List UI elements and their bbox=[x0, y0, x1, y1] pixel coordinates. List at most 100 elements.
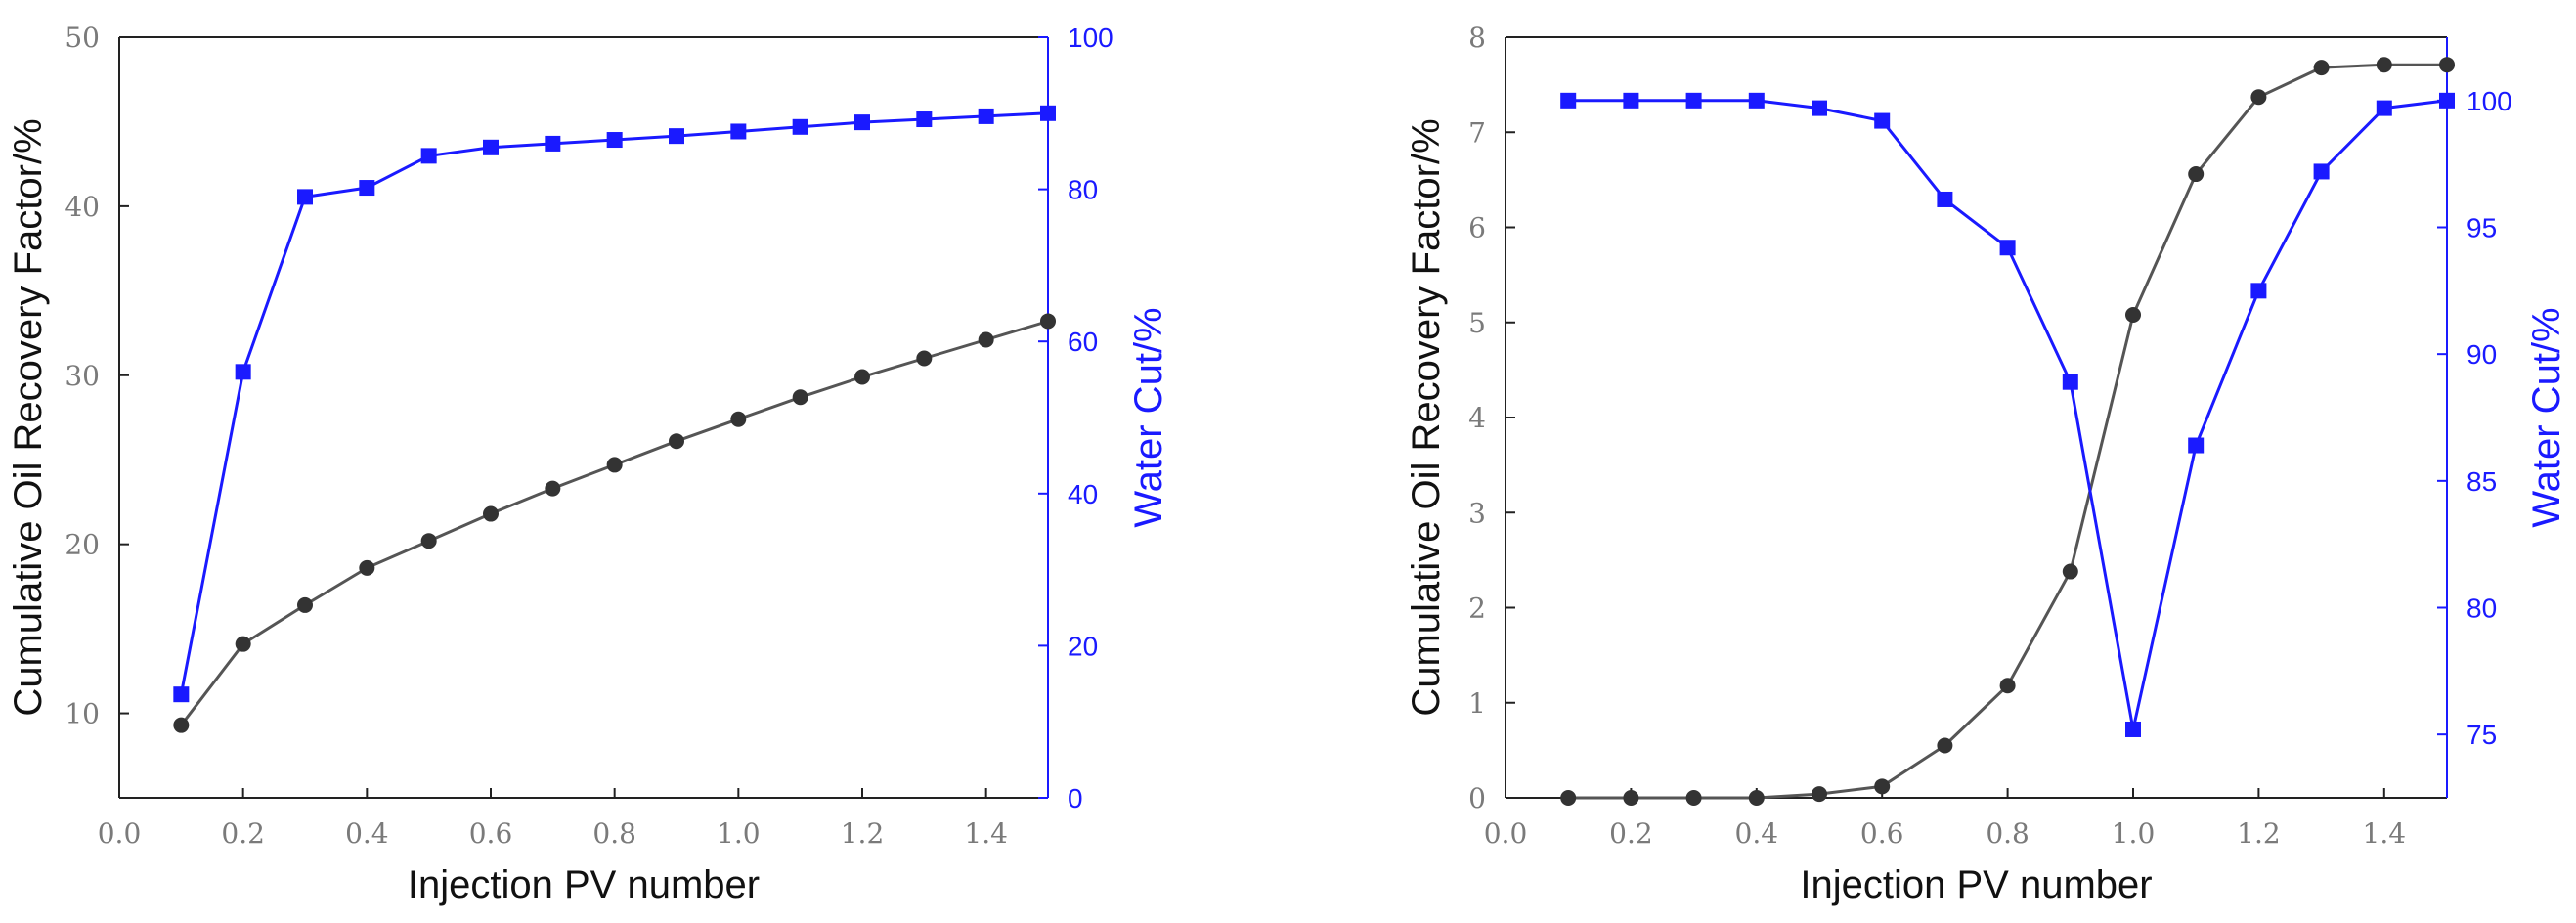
oil-recovery-point bbox=[173, 717, 190, 733]
water-cut-point bbox=[359, 180, 375, 197]
water-cut-point bbox=[2062, 374, 2078, 390]
oil-recovery-point bbox=[1560, 790, 1577, 806]
y-tick-label: 30 bbox=[65, 360, 100, 392]
water-cut-point bbox=[2250, 283, 2267, 299]
water-cut-point bbox=[2313, 163, 2330, 180]
oil-recovery-point bbox=[235, 636, 251, 652]
y-axis-label: Cumulative Oil Recovery Factor/% bbox=[7, 118, 50, 716]
oil-recovery-point bbox=[1999, 678, 2016, 694]
y2-tick-label: 100 bbox=[2467, 86, 2512, 116]
oil-recovery-point bbox=[1685, 790, 1702, 806]
x-axis-label: Injection PV number bbox=[1800, 863, 2152, 906]
water-cut-point bbox=[483, 139, 499, 155]
water-cut-point bbox=[1999, 240, 2016, 256]
y2-tick-label: 60 bbox=[1068, 327, 1098, 357]
y2-tick-label: 90 bbox=[2467, 339, 2497, 370]
y2-axis-label: Water Cut/% bbox=[2525, 307, 2568, 527]
oil-recovery-point bbox=[854, 369, 870, 385]
water-cut-point bbox=[730, 123, 747, 140]
oil-recovery-point bbox=[420, 533, 437, 549]
water-cut-point bbox=[792, 118, 808, 135]
oil-recovery-point bbox=[669, 433, 684, 450]
y-tick-label: 50 bbox=[65, 22, 100, 54]
x-tick-label: 0.2 bbox=[221, 817, 265, 850]
y-tick-label: 40 bbox=[65, 191, 100, 223]
oil-recovery-point bbox=[792, 389, 808, 406]
x-tick-label: 1.0 bbox=[717, 817, 761, 850]
water-cut-point bbox=[916, 111, 933, 128]
x-tick-label: 1.2 bbox=[2237, 817, 2281, 850]
y2-tick-label: 80 bbox=[2467, 593, 2497, 624]
y2-tick-label: 80 bbox=[1068, 175, 1098, 205]
x-tick-label: 1.2 bbox=[841, 817, 885, 850]
oil-recovery-point bbox=[1812, 786, 1827, 803]
y-tick-label: 3 bbox=[1468, 497, 1486, 529]
y2-tick-label: 20 bbox=[1068, 631, 1098, 661]
water-cut-point bbox=[2125, 721, 2141, 737]
y-tick-label: 8 bbox=[1468, 22, 1486, 54]
oil-recovery-point bbox=[2125, 306, 2141, 323]
water-cut-point bbox=[2188, 437, 2205, 454]
oil-recovery-point bbox=[545, 480, 561, 497]
x-tick-label: 0.6 bbox=[469, 817, 513, 850]
water-cut-point bbox=[1560, 92, 1577, 109]
y-tick-label: 4 bbox=[1468, 402, 1486, 434]
oil-recovery-point bbox=[2250, 89, 2267, 106]
x-tick-label: 1.0 bbox=[2112, 817, 2156, 850]
x-tick-label: 1.4 bbox=[964, 817, 1008, 850]
water-cut-point bbox=[1685, 92, 1702, 109]
y2-axis-label: Water Cut/% bbox=[1127, 307, 1170, 527]
water-cut-point bbox=[1623, 92, 1639, 109]
oil-recovery-point bbox=[1040, 313, 1056, 330]
oil-recovery-point bbox=[359, 559, 375, 576]
y2-tick-label: 95 bbox=[2467, 213, 2497, 243]
oil-recovery-point bbox=[2188, 166, 2205, 183]
x-tick-label: 0.4 bbox=[345, 817, 389, 850]
water-cut-point bbox=[173, 686, 190, 703]
oil-recovery-point bbox=[1623, 790, 1639, 806]
oil-recovery-point bbox=[1748, 790, 1765, 806]
water-cut-point bbox=[669, 128, 684, 145]
oil-recovery-point bbox=[2376, 57, 2392, 73]
y-tick-label: 20 bbox=[65, 529, 100, 561]
oil-recovery-point bbox=[2062, 563, 2078, 580]
water-cut-line bbox=[1568, 99, 2448, 730]
water-cut-point bbox=[2376, 100, 2392, 116]
y-tick-label: 10 bbox=[65, 698, 100, 730]
x-tick-label: 0.4 bbox=[1735, 817, 1779, 850]
chart-right: 0.0 0.2 0.4 0.6 0.8 1.0 1.2 1.4 0 1 2 3 4 5 6 7 8 75 80 85 9… bbox=[1405, 22, 2568, 906]
oil-recovery-point bbox=[978, 331, 994, 348]
oil-recovery-point bbox=[483, 505, 499, 522]
y-tick-label: 0 bbox=[1468, 782, 1486, 814]
water-cut-point bbox=[1040, 105, 1056, 121]
water-cut-point bbox=[606, 132, 623, 149]
x-tick-label: 0.0 bbox=[98, 817, 142, 850]
water-cut-point bbox=[235, 364, 251, 380]
water-cut-point bbox=[978, 108, 994, 124]
water-cut-point bbox=[545, 135, 561, 152]
y2-tick-label: 85 bbox=[2467, 466, 2497, 497]
oil-recovery-line bbox=[180, 320, 1049, 726]
x-tick-label: 0.8 bbox=[1986, 817, 2030, 850]
oil-recovery-point bbox=[606, 457, 623, 473]
y2-tick-label: 75 bbox=[2467, 720, 2497, 750]
y-tick-label: 5 bbox=[1468, 307, 1486, 339]
x-tick-label: 0.8 bbox=[592, 817, 636, 850]
y-tick-label: 2 bbox=[1468, 593, 1486, 625]
y-tick-label: 7 bbox=[1468, 116, 1486, 149]
oil-recovery-point bbox=[1937, 737, 1953, 754]
x-tick-label: 1.4 bbox=[2363, 817, 2407, 850]
water-cut-point bbox=[1874, 112, 1891, 129]
oil-recovery-point bbox=[916, 350, 933, 367]
oil-recovery-point bbox=[2439, 57, 2455, 73]
water-cut-point bbox=[297, 189, 313, 205]
y2-tick-label: 0 bbox=[1068, 783, 1083, 813]
oil-recovery-point bbox=[2313, 60, 2330, 76]
y2-tick-label: 40 bbox=[1068, 479, 1098, 509]
water-cut-point bbox=[1748, 92, 1765, 109]
x-tick-label: 0.6 bbox=[1860, 817, 1904, 850]
y-axis-label: Cumulative Oil Recovery Factor/% bbox=[1405, 118, 1448, 716]
water-cut-point bbox=[1812, 100, 1827, 116]
water-cut-point bbox=[1937, 191, 1953, 207]
